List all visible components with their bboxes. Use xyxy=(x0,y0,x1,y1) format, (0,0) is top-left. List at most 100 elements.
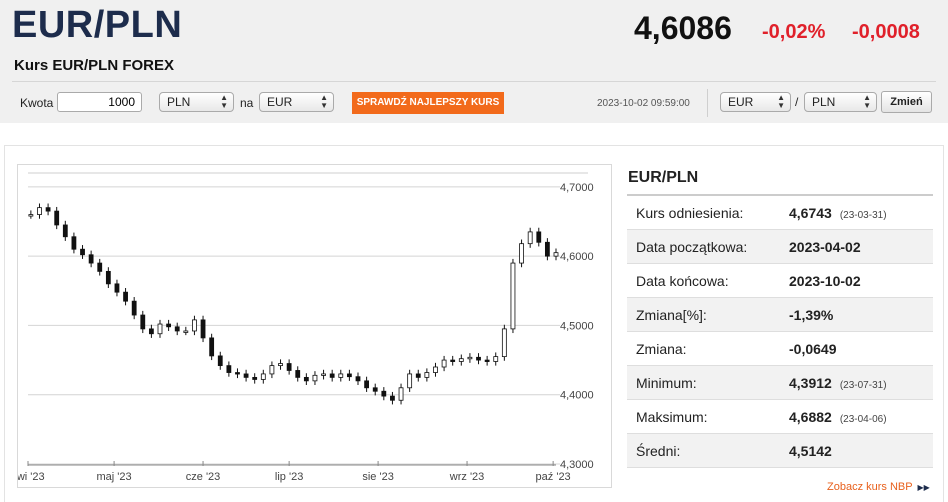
stats-row-value-text: 2023-04-02 xyxy=(789,239,861,255)
page-subtitle: Kurs EUR/PLN FOREX xyxy=(14,57,175,74)
change-percent: -0,02% xyxy=(762,21,826,43)
nbp-link-label: Zobacz kurs NBP xyxy=(827,481,913,493)
stats-row: Maksimum: 4,6882 (23-04-06) xyxy=(627,400,933,434)
candle-body xyxy=(372,387,378,392)
nbp-rate-link[interactable]: Zobacz kurs NBP ▶▶ xyxy=(827,481,930,493)
candle-body xyxy=(192,319,197,332)
stats-row-value: 4,6882 (23-04-06) xyxy=(789,409,887,425)
stats-row: Minimum: 4,3912 (23-07-31) xyxy=(627,366,933,400)
best-rate-button[interactable]: SPRAWDŹ NAJLEPSZY KURS xyxy=(352,92,504,114)
stats-row-value: 4,5142 xyxy=(789,443,832,459)
candle-body xyxy=(54,210,60,226)
candle-body xyxy=(235,372,240,375)
stats-row-label: Zmiana[%]: xyxy=(636,307,707,323)
candle-body xyxy=(527,231,533,245)
to-label: na xyxy=(240,96,254,110)
stats-row: Data końcowa: 2023-10-02 xyxy=(627,264,933,298)
candle-body xyxy=(493,356,499,362)
select-arrows-icon: ▲ ▼ xyxy=(320,93,328,110)
current-rate: 4,6086 xyxy=(634,10,732,46)
candle-body xyxy=(80,248,85,256)
candle-body xyxy=(450,359,456,362)
stats-row-value: -0,0649 xyxy=(789,341,836,357)
amount-label: Kwota xyxy=(20,96,54,110)
stats-row-label: Data początkowa: xyxy=(636,239,748,255)
stats-row: Kurs odniesienia: 4,6743 (23-03-31) xyxy=(627,196,933,230)
candle-body xyxy=(424,372,430,378)
stats-row-value: 2023-04-02 xyxy=(789,239,861,255)
candle-body xyxy=(338,373,344,378)
candle-body xyxy=(28,214,34,217)
stats-row-label: Średni: xyxy=(636,443,681,459)
x-tick-label: sie '23 xyxy=(362,471,393,483)
candle-body xyxy=(381,390,387,397)
x-tick-label: cze '23 xyxy=(186,471,221,483)
stats-row-value-text: 4,5142 xyxy=(789,443,832,459)
from-currency-select[interactable]: PLN ▲ ▼ xyxy=(159,92,234,112)
amount-input[interactable] xyxy=(57,92,142,112)
candle-body xyxy=(260,373,266,380)
select-arrows-icon: ▲ ▼ xyxy=(777,93,785,110)
candle-body xyxy=(536,231,542,243)
y-tick-label: 4,4000 xyxy=(560,390,594,402)
candle-body xyxy=(183,330,189,333)
y-tick-label: 4,3000 xyxy=(560,459,594,471)
pair-title: EUR/PLN xyxy=(12,4,183,46)
stats-row-label: Maksimum: xyxy=(636,409,708,425)
double-arrow-icon: ▶▶ xyxy=(917,483,930,492)
candle-body xyxy=(390,395,395,401)
to-currency-select[interactable]: EUR ▲ ▼ xyxy=(259,92,334,112)
stats-row-date: (23-04-06) xyxy=(839,414,887,425)
candle-body xyxy=(476,356,481,361)
toolbar-separator xyxy=(707,89,708,117)
chart-container: 4,3000 4,4000 4,5000 4,6000 4,7000 kwi '23 maj… xyxy=(17,164,612,488)
stats-row-date: (23-03-31) xyxy=(839,210,887,221)
candle-body xyxy=(37,207,42,215)
candle-body xyxy=(364,380,370,389)
candle-body xyxy=(415,373,421,378)
candle-body xyxy=(467,356,473,360)
candle-body xyxy=(140,314,146,330)
pair-quote-select[interactable]: PLN ▲ ▼ xyxy=(804,92,877,112)
candle-body xyxy=(433,366,438,373)
stats-row-value: 2023-10-02 xyxy=(789,273,861,289)
pair-base-select[interactable]: EUR ▲ ▼ xyxy=(720,92,791,112)
candle-body xyxy=(321,373,326,376)
candle-body xyxy=(226,365,232,373)
stats-row: Zmiana[%]: -1,39% xyxy=(627,298,933,332)
candle-body xyxy=(519,243,524,264)
candle-body xyxy=(88,254,94,264)
candle-body xyxy=(217,355,223,367)
stats-row-value-text: 4,6743 xyxy=(789,205,832,221)
candle-body xyxy=(123,291,128,302)
candle-body xyxy=(174,326,180,332)
candle-body xyxy=(407,373,413,389)
candle-body xyxy=(97,262,103,272)
candle-body xyxy=(148,328,154,335)
select-arrows-icon: ▲ ▼ xyxy=(220,93,228,110)
select-arrows-icon: ▲ ▼ xyxy=(863,93,871,110)
stats-row-label: Data końcowa: xyxy=(636,273,729,289)
stats-row-value-text: -0,0649 xyxy=(789,341,837,357)
stats-row-label: Zmiana: xyxy=(636,341,687,357)
candle-body xyxy=(200,319,206,339)
candle-body xyxy=(346,373,352,378)
candle-body xyxy=(252,376,258,380)
candle-body xyxy=(114,283,120,293)
stats-row-value: 4,3912 (23-07-31) xyxy=(789,375,887,391)
candle-body xyxy=(553,252,559,257)
candle-body xyxy=(209,337,215,357)
stats-row-value-text: 2023-10-02 xyxy=(789,273,861,289)
candle-body xyxy=(166,323,172,328)
stats-row-value-text: 4,3912 xyxy=(789,375,832,391)
stats-row-value: -1,39% xyxy=(789,307,833,323)
y-tick-label: 4,6000 xyxy=(560,251,594,263)
candle-body xyxy=(295,370,301,378)
candle-body xyxy=(441,359,447,368)
stats-row: Zmiana: -0,0649 xyxy=(627,332,933,366)
header-divider xyxy=(12,81,936,82)
candle-body xyxy=(510,262,516,330)
to-currency-value: EUR xyxy=(267,95,293,109)
change-pair-button[interactable]: Zmień xyxy=(881,91,932,113)
x-tick-label: paź '23 xyxy=(536,471,571,483)
